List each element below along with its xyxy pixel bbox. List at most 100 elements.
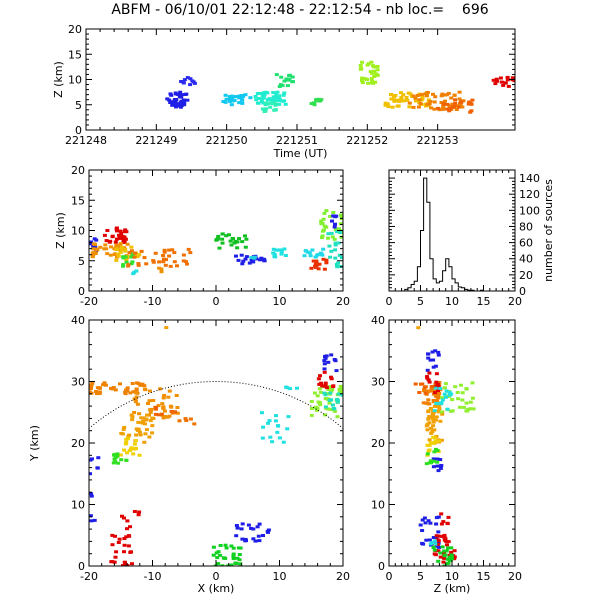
data-point <box>435 449 440 452</box>
data-point <box>175 411 180 415</box>
x-height-panel: -20 -10 0 10 20 0 5 10 15 20 Z (km) <box>54 164 350 308</box>
x-tick-label: 20 <box>336 570 350 583</box>
data-point <box>216 562 221 566</box>
data-point <box>436 542 440 546</box>
data-point <box>455 391 460 394</box>
data-point <box>426 352 430 356</box>
data-point <box>101 383 106 387</box>
data-point <box>422 385 427 389</box>
data-point <box>290 80 295 84</box>
data-point <box>400 99 405 103</box>
data-point <box>436 549 441 553</box>
data-point <box>427 380 432 384</box>
data-point <box>434 415 439 419</box>
data-point <box>373 80 378 84</box>
data-point <box>223 100 228 104</box>
data-point <box>432 428 437 432</box>
plot-area <box>165 60 515 114</box>
data-point <box>109 245 114 249</box>
data-point <box>170 101 175 105</box>
data-point <box>118 242 123 246</box>
data-point <box>262 258 267 262</box>
y-tick-label: 30 <box>371 376 385 389</box>
data-point <box>422 516 427 520</box>
data-point <box>240 101 245 105</box>
data-point <box>125 436 130 440</box>
data-point <box>442 564 447 566</box>
data-point <box>183 417 188 421</box>
data-point <box>127 534 132 538</box>
data-point <box>123 237 128 241</box>
data-point <box>138 383 143 387</box>
data-point <box>491 78 496 82</box>
x-tick-label: 221252 <box>346 134 388 147</box>
data-point <box>411 105 416 109</box>
data-point <box>437 545 441 549</box>
data-point <box>330 403 335 407</box>
data-point <box>445 107 450 111</box>
data-point <box>424 94 429 98</box>
data-point <box>436 393 441 397</box>
data-point <box>427 415 432 419</box>
data-point <box>151 259 156 263</box>
data-point <box>240 522 245 526</box>
data-point <box>162 393 167 397</box>
data-point <box>430 385 435 389</box>
data-point <box>272 254 277 258</box>
data-point <box>436 530 441 534</box>
data-point <box>408 92 413 96</box>
data-point <box>132 510 137 513</box>
data-point <box>261 534 265 537</box>
data-point <box>132 442 137 446</box>
data-point <box>268 105 273 109</box>
data-point <box>274 95 279 99</box>
data-point <box>150 431 155 435</box>
data-point <box>461 99 466 103</box>
data-point <box>271 95 276 99</box>
data-point <box>335 400 340 404</box>
data-point <box>313 255 318 259</box>
data-point <box>115 237 119 241</box>
data-point <box>133 251 137 255</box>
data-point <box>393 94 398 97</box>
data-point <box>435 460 440 464</box>
data-point <box>115 454 120 458</box>
data-point <box>444 539 449 543</box>
data-point <box>119 232 124 236</box>
data-point <box>333 243 338 247</box>
data-point <box>279 252 284 256</box>
data-point <box>314 408 319 412</box>
y-axis-label: Z (km) <box>54 212 67 249</box>
data-point <box>93 245 98 249</box>
x-tick-label: -20 <box>80 570 98 583</box>
data-point <box>256 101 261 105</box>
data-point <box>439 464 444 467</box>
data-point <box>251 527 256 531</box>
data-point <box>89 390 92 394</box>
data-point <box>257 522 262 526</box>
data-point <box>333 222 337 226</box>
data-point <box>92 518 97 522</box>
data-point <box>431 546 436 549</box>
data-point <box>315 394 320 398</box>
data-point <box>273 419 278 423</box>
data-point <box>404 96 409 99</box>
x-tick-label: 20 <box>508 570 522 583</box>
data-point <box>449 392 454 396</box>
data-point <box>150 416 155 420</box>
data-point <box>432 388 437 392</box>
data-point <box>495 79 500 83</box>
data-point <box>130 415 135 418</box>
data-point <box>262 91 267 95</box>
data-point <box>389 93 394 97</box>
data-point <box>113 388 118 392</box>
data-point <box>233 561 238 565</box>
y-tick-label: 100 <box>519 204 540 217</box>
data-point <box>119 247 124 251</box>
data-point <box>372 65 377 69</box>
data-point <box>430 430 435 433</box>
data-point <box>423 92 428 96</box>
data-point <box>277 102 282 106</box>
data-point <box>469 102 474 106</box>
data-point <box>256 97 261 100</box>
